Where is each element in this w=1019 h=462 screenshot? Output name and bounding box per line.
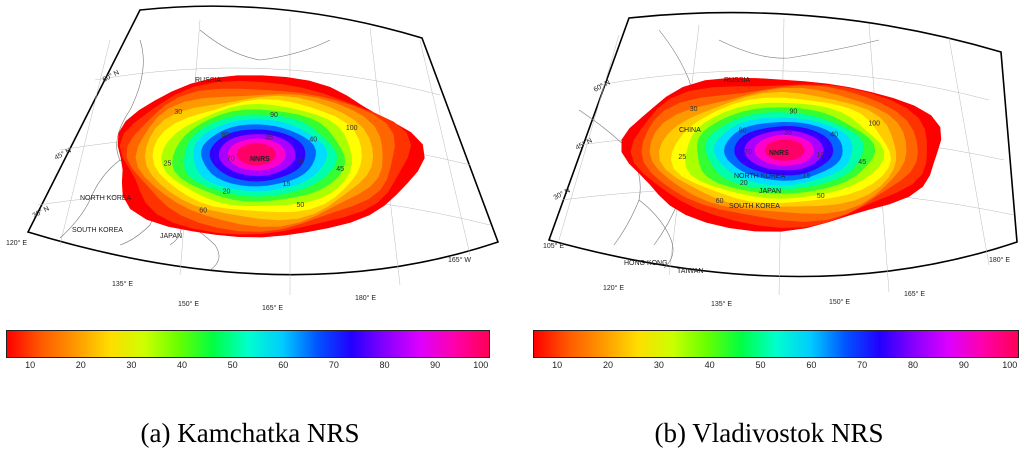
- longitude-label: 135° E: [711, 300, 732, 308]
- contour-label: 30: [690, 106, 698, 113]
- place-label: JAPAN: [759, 188, 781, 195]
- colorbar-tick-label: 80: [379, 360, 390, 370]
- longitude-label: 165° E: [904, 290, 925, 298]
- colorbar-tick-label: 20: [75, 360, 86, 370]
- colorbar-tick-label: 50: [755, 360, 766, 370]
- longitude-label: 120° E: [603, 284, 624, 292]
- contour-label: 90: [270, 112, 278, 119]
- coastline: [638, 199, 674, 269]
- colorbar-kamchatka: [6, 330, 490, 358]
- contour-label: 70: [227, 155, 235, 162]
- colorbar-tick-label: 20: [603, 360, 614, 370]
- colorbar-tick-label: 100: [473, 360, 489, 370]
- contour-label: 10: [296, 159, 304, 166]
- place-label: SOUTH KOREA: [729, 203, 780, 210]
- colorbar-ticks-vladivostok: 10 20 30 40 50 60 70 80 90 100: [533, 360, 1017, 374]
- map-vladivostok: 10 15 20 25 30 35 40 45 50 60 70 80 90 100 NNRS RUSSIA C…: [519, 0, 1019, 310]
- graticule-line: [59, 39, 111, 246]
- colorbar-tick-label: 60: [806, 360, 817, 370]
- place-label: RUSSIA: [195, 77, 221, 84]
- contour-label: 20: [740, 180, 748, 187]
- colorbar-tick-label: 50: [227, 360, 238, 370]
- place-label: NORTH KOREA: [80, 195, 132, 202]
- longitude-label: 165° E: [262, 304, 283, 310]
- contour-label: 80: [739, 127, 747, 134]
- heat-contour-level: [236, 143, 276, 166]
- panel-vladivostok: 10 15 20 25 30 35 40 45 50 60 70 80 90 100 NNRS RUSSIA C…: [519, 0, 1019, 462]
- contour-label: 25: [164, 160, 172, 167]
- longitude-label: 180° E: [355, 294, 376, 302]
- graticule-line: [598, 70, 990, 101]
- site-label: NNRS: [250, 156, 270, 163]
- caption-kamchatka: (a) Kamchatka NRS: [140, 418, 360, 448]
- contour-label: 10: [816, 152, 824, 159]
- longitude-label: 165° W: [448, 256, 471, 264]
- contour-label: 80: [221, 132, 229, 139]
- colorbar-tick-label: 40: [704, 360, 715, 370]
- coastline: [199, 29, 331, 61]
- colorbar-tick-label: 10: [25, 360, 36, 370]
- place-label: RUSSIA: [724, 77, 750, 84]
- place-label: CHINA: [679, 127, 701, 134]
- contour-label: 60: [716, 198, 724, 205]
- map-svg-kamchatka: 10 15 20 25 30 35 40 45 50 60 70 80 90 100 NNRS RUSSIA N…: [6, 5, 500, 310]
- longitude-label: 150° E: [829, 298, 850, 306]
- colorbar-tick-label: 90: [430, 360, 441, 370]
- colorbar-tick-label: 40: [176, 360, 187, 370]
- contour-label: 25: [678, 154, 686, 161]
- contour-label: 90: [790, 109, 798, 116]
- graticule-line: [558, 34, 620, 241]
- contour-label: 15: [803, 173, 811, 180]
- contour-label: 45: [858, 159, 866, 166]
- colorbar-tick-label: 70: [328, 360, 339, 370]
- contour-label: 30: [174, 109, 182, 116]
- graticule-line: [419, 39, 471, 256]
- colorbar-tick-label: 10: [552, 360, 563, 370]
- contour-label: 40: [309, 137, 317, 144]
- contour-label: 70: [744, 149, 752, 156]
- place-label: SOUTH KOREA: [72, 227, 123, 234]
- colorbar-vladivostok: [533, 330, 1019, 358]
- longitude-label: 150° E: [178, 300, 199, 308]
- longitude-label: 105° E: [543, 242, 564, 250]
- graticule-line: [94, 67, 441, 96]
- longitude-label: 135° E: [112, 280, 133, 288]
- contour-label: 20: [223, 189, 231, 196]
- colorbar-tick-label: 90: [958, 360, 969, 370]
- colorbar-tick-label: 100: [1002, 360, 1018, 370]
- colorbar-tick-label: 30: [653, 360, 664, 370]
- coastline: [59, 39, 144, 239]
- contour-label: 100: [868, 121, 880, 128]
- contour-label: 50: [297, 202, 305, 209]
- panel-kamchatka: 10 15 20 25 30 35 40 45 50 60 70 80 90 100 NNRS RUSSIA N…: [0, 0, 500, 462]
- colorbar-tick-label: 60: [278, 360, 289, 370]
- longitude-label: 120° E: [6, 239, 27, 247]
- contour-label: 15: [283, 181, 291, 188]
- contour-label: 50: [817, 193, 825, 200]
- heat-contour-level: [764, 139, 805, 161]
- colorbar-tick-label: 80: [908, 360, 919, 370]
- contour-label: 60: [199, 208, 207, 215]
- caption-vladivostok: (b) Vladivostok NRS: [654, 418, 884, 448]
- place-label: HONG KONG: [624, 260, 668, 267]
- contour-label: 35: [784, 130, 792, 137]
- colorbar-tick-label: 30: [126, 360, 137, 370]
- site-label: NNRS: [769, 150, 789, 157]
- place-label: TAIWAN: [677, 268, 703, 275]
- contour-label: 100: [346, 125, 358, 132]
- graticule-line: [948, 37, 990, 266]
- map-svg-vladivostok: 10 15 20 25 30 35 40 45 50 60 70 80 90 100 NNRS RUSSIA C…: [543, 11, 1018, 308]
- coastline: [718, 39, 880, 59]
- place-label: NORTH KOREA: [734, 173, 786, 180]
- longitude-label: 180° E: [989, 256, 1010, 264]
- map-kamchatka: 10 15 20 25 30 35 40 45 50 60 70 80 90 100 NNRS RUSSIA N…: [0, 0, 500, 310]
- contour-label: 45: [336, 166, 344, 173]
- contour-label: 35: [265, 134, 273, 141]
- colorbar-tick-label: 70: [857, 360, 868, 370]
- place-label: JAPAN: [160, 233, 182, 240]
- colorbar-ticks-kamchatka: 10 20 30 40 50 60 70 80 90 100: [6, 360, 488, 374]
- contour-label: 40: [830, 132, 838, 139]
